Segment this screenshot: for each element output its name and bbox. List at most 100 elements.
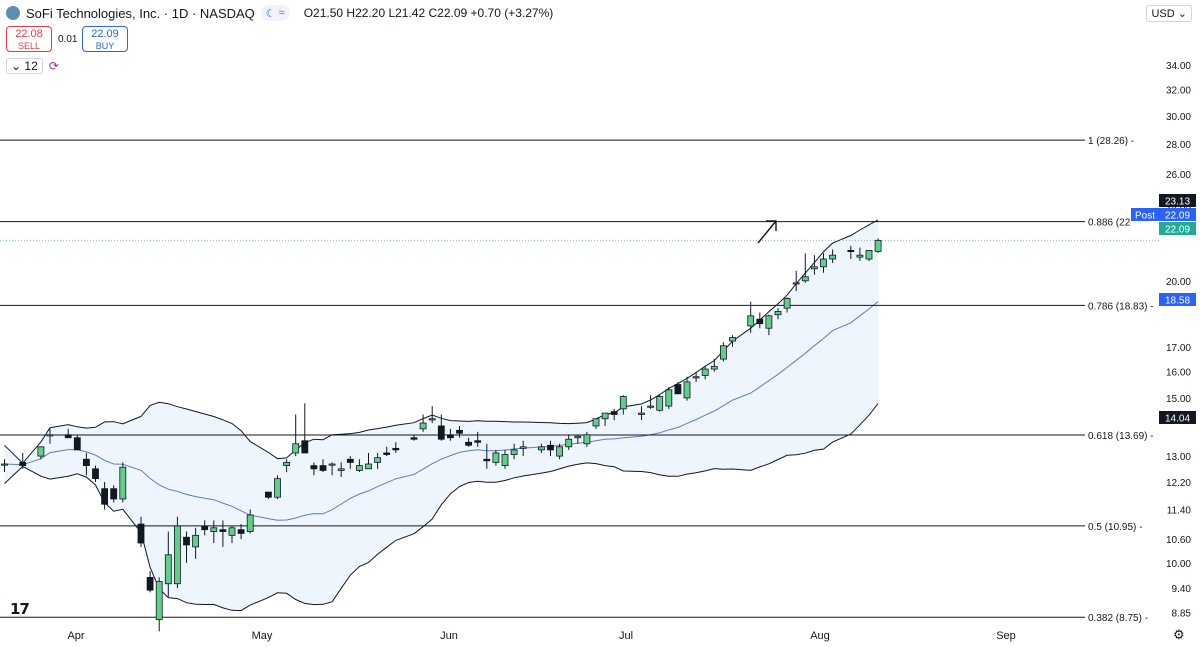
candle-up (665, 389, 673, 407)
candle-up (274, 478, 281, 498)
bollinger-lower-line (4, 403, 879, 612)
candle-down (319, 465, 327, 471)
x-axis-tick-label: Apr (67, 630, 84, 642)
currency-selector[interactable]: USD ⌄ (1146, 5, 1192, 22)
candle-up (820, 258, 827, 268)
candle-down (183, 536, 190, 546)
candle-up (811, 266, 818, 270)
candle-up (556, 446, 563, 457)
candle-down (547, 444, 554, 451)
candle-up (701, 368, 709, 376)
candle-down (610, 411, 618, 415)
candle-up (710, 366, 718, 370)
candle-up (355, 465, 363, 471)
candle-up (583, 434, 591, 445)
x-axis-tick-label: Jul (619, 630, 633, 642)
candle-up (865, 250, 873, 260)
candle-up (538, 446, 545, 451)
refresh-icon[interactable]: ⟳ (48, 59, 59, 73)
candle-up (428, 418, 436, 421)
candle-up (792, 282, 800, 285)
price-badge-box (1159, 194, 1196, 207)
x-axis-tick-label: May (252, 630, 273, 642)
price-badge-value: 14.04 (1165, 414, 1190, 425)
price-badge-value: 22.09 (1165, 225, 1190, 236)
price-badge: 23.13 (1159, 194, 1196, 208)
candle-up (647, 405, 654, 408)
candle-down (474, 440, 482, 443)
y-axis-tick-label: 28.00 (1166, 140, 1191, 151)
candle-down (483, 458, 491, 462)
chart-header: SoFi Technologies, Inc. · 1D · NASDAQ ☾ … (6, 4, 553, 22)
candle-up (619, 396, 627, 410)
candle-down (83, 458, 90, 467)
candle-down (847, 250, 855, 253)
fib-level-label: 0.886 (22 (1088, 218, 1131, 229)
candle-down (146, 576, 154, 591)
y-axis-tick-label: 12.20 (1166, 478, 1191, 489)
candle-down (674, 384, 682, 395)
sell-price: 22.08 (15, 28, 43, 40)
candle-up (692, 376, 700, 379)
y-axis-tick-label: 34.00 (1166, 61, 1191, 72)
volume-legend: ⌄ 12 ⟳ (6, 58, 59, 74)
settings-gear-icon[interactable]: ⚙ (1173, 627, 1185, 642)
ohlc-readout: O21.50 H22.20 L21.42 C22.09 +0.70 (+3.27… (303, 6, 554, 20)
candle-up (246, 514, 254, 532)
sofi-logo-icon (6, 6, 20, 20)
moon-icon: ☾ (265, 7, 276, 20)
candle-up (774, 311, 782, 316)
candle-up (601, 412, 609, 420)
candle-up (164, 554, 172, 585)
volume-setting-value: 12 (24, 59, 38, 73)
candle-down (19, 462, 27, 467)
chevron-down-icon: ⌄ (1177, 8, 1187, 20)
price-badge-box (1159, 208, 1196, 221)
price-badge-value: 23.13 (1165, 197, 1190, 208)
candle-up (419, 422, 427, 430)
candle-up (720, 345, 727, 360)
candle-up (155, 581, 163, 620)
y-axis-tick-label: 32.00 (1166, 86, 1191, 97)
candle-up (765, 315, 773, 329)
candle-up (510, 449, 518, 455)
x-axis-tick-label: Aug (810, 630, 830, 642)
spread-value: 0.01 (58, 34, 78, 45)
candle-down (101, 488, 108, 505)
market-status-pill[interactable]: ☾ ≈ (260, 5, 290, 21)
candle-down (110, 488, 118, 500)
y-axis-tick-label: 30.00 (1166, 112, 1191, 123)
candle-down (310, 465, 318, 470)
candle-up (683, 381, 691, 399)
y-axis-tick-label: 15.00 (1166, 394, 1191, 405)
candle-down (465, 441, 473, 446)
price-badge: 14.04 (1159, 411, 1196, 425)
sell-button[interactable]: 22.08 SELL (6, 26, 52, 52)
candle-down (137, 523, 145, 544)
fib-level-label: 0.618 (13.69) - (1088, 431, 1154, 442)
price-badge-tag-text: Post (1135, 211, 1155, 222)
candle-up (37, 446, 45, 457)
wave-icon: ≈ (278, 7, 285, 19)
symbol-title[interactable]: SoFi Technologies, Inc. · 1D · NASDAQ (26, 5, 255, 21)
tradingview-logo-icon[interactable]: 17 (10, 600, 30, 618)
candle-up (283, 462, 291, 467)
candle-down (446, 434, 454, 439)
buy-button[interactable]: 22.09 BUY (82, 26, 128, 52)
candle-down (383, 452, 391, 455)
x-axis-tick-label: Jun (440, 630, 458, 642)
candle-up (729, 337, 736, 342)
y-axis-tick-label: 26.00 (1166, 170, 1191, 181)
candle-down (219, 529, 227, 532)
candle-down (756, 318, 764, 325)
candle-up (328, 463, 336, 466)
candle-up (565, 438, 573, 448)
candle-up (192, 534, 200, 548)
price-badge-value: 18.58 (1165, 296, 1190, 307)
arrow-up-right-icon (757, 220, 777, 244)
currency-label: USD (1151, 8, 1175, 20)
candle-down (410, 437, 418, 440)
sell-label: SELL (17, 41, 41, 51)
volume-toggle[interactable]: ⌄ 12 (6, 58, 43, 74)
